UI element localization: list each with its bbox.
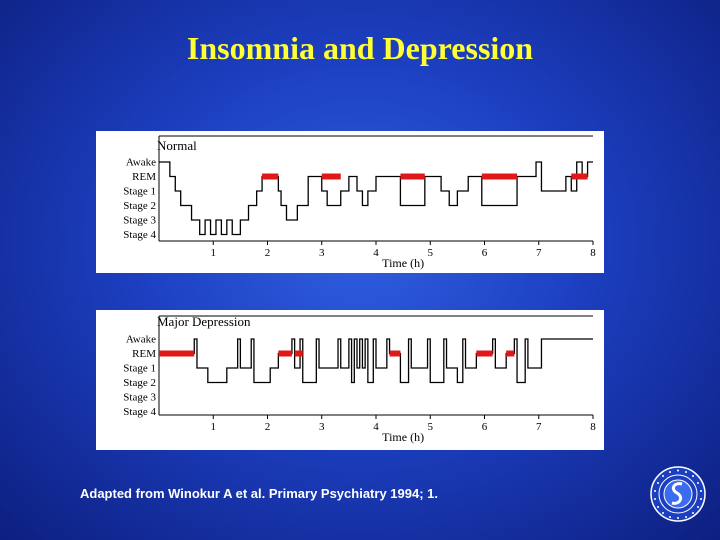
hypnogram-trace xyxy=(159,338,593,384)
rem-period-bar xyxy=(389,350,401,357)
stage-label: REM xyxy=(132,171,156,183)
stage-label: Awake xyxy=(126,334,156,346)
x-tick-label: 6 xyxy=(482,247,488,259)
x-axis-label: Time (h) xyxy=(382,430,424,444)
stage-label: Awake xyxy=(126,157,156,169)
society-seal-logo xyxy=(650,466,706,522)
x-tick-label: 4 xyxy=(373,247,379,259)
stage-label: Stage 1 xyxy=(123,363,156,375)
rem-period-bar xyxy=(278,350,292,357)
rem-period-bar xyxy=(294,350,303,357)
stage-label: Stage 4 xyxy=(123,229,156,241)
x-tick-label: 1 xyxy=(211,247,217,259)
rem-period-bar xyxy=(262,173,279,180)
x-tick-label: 7 xyxy=(536,421,542,433)
rem-period-bar xyxy=(321,173,341,180)
hypnogram-trace xyxy=(159,161,593,236)
x-axis-label: Time (h) xyxy=(382,256,424,270)
x-tick-label: 3 xyxy=(319,421,325,433)
rem-period-bar xyxy=(159,350,195,357)
x-tick-label: 4 xyxy=(373,421,379,433)
x-tick-label: 7 xyxy=(536,247,542,259)
stage-label: Stage 2 xyxy=(123,200,156,212)
x-tick-label: 1 xyxy=(211,421,217,433)
x-tick-label: 3 xyxy=(319,247,325,259)
x-tick-label: 6 xyxy=(482,421,488,433)
x-tick-label: 2 xyxy=(265,247,271,259)
stage-label: Stage 4 xyxy=(123,406,156,418)
x-tick-label: 5 xyxy=(428,421,434,433)
stage-label: REM xyxy=(132,348,156,360)
rem-period-bar xyxy=(400,173,425,180)
x-tick-label: 8 xyxy=(590,421,596,433)
stage-label: Stage 1 xyxy=(123,186,156,198)
x-tick-label: 5 xyxy=(428,247,434,259)
stage-label: Stage 3 xyxy=(123,392,156,404)
rem-period-bar xyxy=(571,173,588,180)
x-tick-label: 2 xyxy=(265,421,271,433)
footnote-citation: Adapted from Winokur A et al. Primary Ps… xyxy=(80,486,438,501)
chart-panel-normal: Normal Awake REM Stage 1 Stage 2 Stage 3 Stage… xyxy=(96,131,604,273)
stage-label: Stage 2 xyxy=(123,377,156,389)
rem-period-bar xyxy=(481,173,518,180)
x-tick-label: 8 xyxy=(590,247,596,259)
rem-period-bar xyxy=(476,350,493,357)
stage-label: Stage 3 xyxy=(123,215,156,227)
chart-title: Major Depression xyxy=(157,314,251,329)
chart-title: Normal xyxy=(157,138,197,153)
chart-panel-depression: Major Depression Awake REM Stage 1 Stage 2 St… xyxy=(96,310,604,450)
slide-title: Insomnia and Depression xyxy=(186,30,534,66)
rem-period-bar xyxy=(506,350,515,357)
